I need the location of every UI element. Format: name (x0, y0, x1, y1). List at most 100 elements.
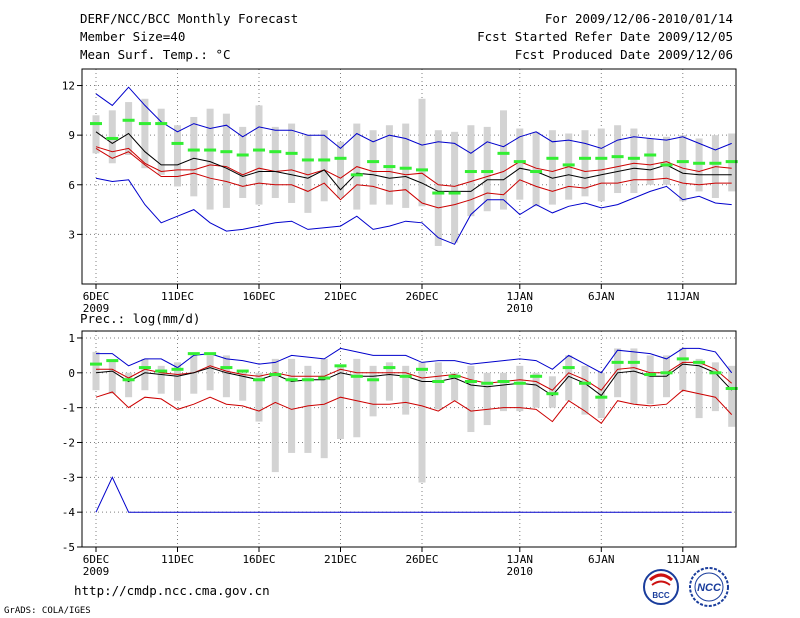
obs-marker (187, 352, 200, 356)
obs-marker (350, 374, 363, 378)
spread-bar (451, 372, 459, 401)
spread-bar (548, 130, 556, 205)
plot-frame (81, 330, 737, 548)
obs-marker (595, 156, 608, 160)
x-tick-label: 11DEC (161, 290, 194, 303)
spread-bar (353, 358, 361, 438)
spread-bar (532, 131, 540, 207)
y-tick-label: 12 (62, 80, 75, 93)
member-size: Member Size=40 (80, 29, 186, 44)
obs-marker (579, 381, 591, 385)
obs-marker (155, 369, 168, 373)
spread-bar (483, 126, 491, 212)
obs-marker (676, 357, 689, 361)
spread-bar (288, 123, 296, 203)
obs-marker (481, 170, 494, 174)
spread-bar (288, 358, 296, 453)
obs-marker (334, 156, 347, 160)
obs-marker (204, 352, 217, 356)
obs-marker (513, 381, 526, 385)
spread-bar (320, 130, 328, 202)
spread-bar (695, 358, 703, 419)
obs-marker (693, 360, 706, 364)
x-tick-label: 1JAN (507, 290, 534, 303)
obs-marker (660, 371, 673, 375)
source-url[interactable]: http://cmdp.ncc.cma.gov.cn (74, 583, 270, 598)
spread-bar (157, 365, 165, 394)
y-tick-label: 0 (68, 367, 75, 380)
obs-marker (399, 166, 412, 170)
y-tick-label: 9 (68, 129, 75, 142)
spread-bar (434, 362, 442, 410)
spread-bar (402, 365, 410, 415)
min-line (95, 177, 732, 245)
obs-marker (725, 160, 738, 164)
obs-marker (644, 373, 657, 377)
x-tick-label: 11JAN (666, 290, 699, 303)
spread-bar (418, 98, 426, 207)
obs-marker (269, 150, 282, 154)
obs-marker (709, 371, 722, 375)
obs-marker (106, 136, 119, 140)
spread-bar (125, 372, 133, 398)
obs-marker (122, 378, 135, 382)
spread-bar (190, 355, 198, 394)
spread-bar (711, 362, 719, 412)
upper-line (96, 361, 733, 391)
obs-marker (171, 141, 184, 145)
spread-bar (174, 362, 181, 401)
spread-bar (614, 125, 622, 194)
spread-bar (500, 372, 507, 412)
spread-bar (548, 376, 556, 408)
obs-marker (644, 153, 657, 157)
chart-title: DERF/NCC/BCC Monthly Forecast (80, 11, 299, 26)
obs-marker (90, 122, 102, 126)
spread-bar (728, 365, 736, 427)
y-tick-label: -2 (62, 436, 75, 449)
spread-bar (108, 360, 116, 394)
spread-bar (174, 125, 181, 187)
obs-marker (497, 151, 510, 155)
spread-bar (500, 110, 507, 210)
obs-marker (350, 173, 363, 177)
x-tick-label: 11JAN (666, 553, 699, 566)
spread-bar (190, 116, 198, 197)
spread-bar (206, 108, 214, 210)
mean-line (95, 363, 733, 397)
forecast-period: For 2009/12/06-2010/01/14 (544, 11, 733, 26)
obs-marker (611, 360, 624, 364)
spread-bar (222, 355, 230, 398)
obs-marker (285, 378, 298, 382)
spread-bar (125, 102, 133, 155)
min-line (95, 476, 732, 513)
obs-marker (334, 364, 347, 368)
spread-bar (369, 365, 377, 417)
ncc-logo: NCC (686, 566, 732, 608)
spread-bar (222, 113, 230, 208)
spread-bar (597, 128, 605, 202)
obs-marker (318, 376, 331, 380)
y-tick-label: -1 (62, 402, 75, 415)
obs-marker (546, 392, 559, 396)
obs-marker (285, 151, 298, 155)
spread-bar (385, 362, 393, 401)
obs-marker (595, 395, 608, 399)
spread-bar (239, 126, 247, 198)
obs-marker (155, 122, 168, 126)
x-tick-label: 26DEC (405, 290, 438, 303)
spread-bar (157, 108, 165, 175)
obs-marker (481, 381, 494, 385)
spread-bar (434, 130, 442, 246)
lower-line (95, 147, 732, 209)
y-tick-label: -5 (62, 541, 75, 554)
x-year-label: 2010 (507, 565, 534, 578)
max-line (95, 86, 732, 154)
obs-marker (432, 380, 445, 384)
spread-bar (565, 355, 573, 401)
obs-marker (220, 366, 233, 370)
obs-marker (106, 359, 119, 363)
obs-marker (579, 156, 591, 160)
obs-marker (253, 148, 265, 152)
